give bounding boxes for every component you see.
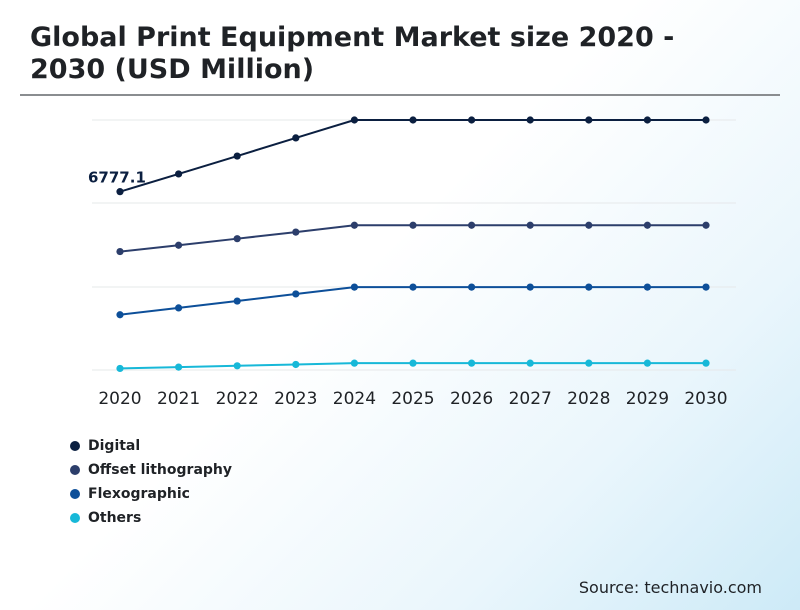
data-point: [116, 364, 124, 373]
data-point: [585, 359, 593, 367]
x-tick-label: 2021: [157, 389, 200, 409]
x-tick-label: 2030: [684, 389, 727, 409]
data-point: [526, 359, 534, 367]
data-point: [175, 241, 183, 249]
legend-swatch: [70, 513, 80, 523]
data-point: [585, 221, 593, 229]
data-point: [175, 170, 183, 178]
data-point: [526, 116, 534, 124]
data-point: [468, 283, 476, 291]
data-point: [116, 247, 124, 256]
legend-item: Digital: [70, 434, 232, 458]
data-point: [468, 359, 476, 367]
x-tick-label: 2020: [98, 389, 141, 409]
x-tick-label: 2023: [274, 389, 317, 409]
data-point: [116, 188, 124, 196]
data-point: [643, 116, 652, 124]
data-point: [526, 221, 534, 229]
data-point: [233, 362, 241, 370]
legend-label: Flexographic: [88, 486, 190, 502]
data-point: [702, 221, 710, 229]
data-point: [526, 283, 534, 291]
data-point: [643, 283, 652, 291]
legend-swatch: [70, 489, 80, 499]
x-tick-label: 2029: [626, 389, 669, 409]
data-point: [292, 290, 300, 298]
series-line-0: [119, 119, 706, 193]
data-point: [175, 363, 183, 371]
data-point: [702, 359, 710, 367]
data-point: [350, 283, 358, 291]
data-point: [468, 116, 476, 124]
data-point: [233, 152, 241, 160]
data-point: [292, 360, 300, 369]
x-tick-label: 2026: [450, 389, 493, 409]
x-tick-label: 2028: [567, 389, 610, 409]
title-divider: [20, 94, 780, 96]
data-point: [585, 116, 593, 124]
data-point: [116, 311, 124, 319]
data-point: [292, 134, 300, 142]
data-point: [409, 283, 417, 291]
line-chart: 2020 2021 2022 2023 2024 2025 2026 2027 2028 2029…: [88, 116, 736, 409]
data-point: [409, 359, 417, 367]
legend-swatch: [70, 465, 80, 475]
legend-item: Flexographic: [70, 482, 232, 506]
source-note: Source: technavio.com: [578, 578, 762, 597]
legend-item: Others: [70, 506, 232, 530]
data-point: [643, 221, 652, 229]
x-tick-label: 2025: [391, 389, 434, 409]
chart-title: Global Print Equipment Market size 2020 …: [30, 22, 675, 85]
x-tick-label: 2024: [333, 389, 376, 409]
data-point: [702, 116, 710, 124]
legend-item: Offset lithography: [70, 458, 232, 482]
legend-label: Others: [88, 510, 142, 526]
data-point: [292, 228, 300, 236]
data-point: [233, 235, 241, 243]
data-point: [643, 359, 652, 367]
chart-legend: Digital Offset lithography Flexographic Oth…: [70, 434, 232, 530]
data-point: [585, 283, 593, 291]
series-line-1: [119, 224, 706, 253]
x-tick-label: 2027: [509, 389, 552, 409]
data-point: [409, 116, 417, 124]
legend-swatch: [70, 441, 80, 451]
data-point: [350, 116, 358, 124]
legend-label: Digital: [88, 438, 141, 454]
legend-label: Offset lithography: [88, 462, 232, 478]
data-point: [702, 283, 710, 291]
x-tick-label: 2022: [216, 389, 259, 409]
data-point: [350, 221, 358, 229]
data-label: 6777.1: [88, 169, 146, 187]
data-point: [175, 304, 183, 312]
data-point: [468, 221, 476, 229]
data-point: [350, 359, 358, 367]
data-point: [409, 221, 417, 229]
data-point: [233, 297, 241, 305]
series-line-2: [119, 286, 706, 316]
